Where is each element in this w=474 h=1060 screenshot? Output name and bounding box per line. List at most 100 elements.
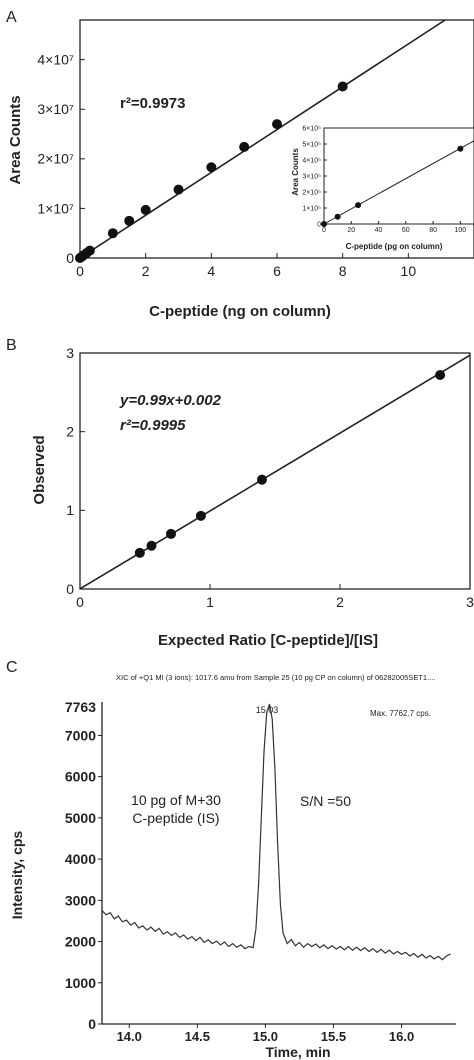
inset-y-ticks: 0 1×10⁵ 2×10⁵ 3×10⁵ 4×10⁵ 5×10⁵ 6×10⁵	[302, 125, 327, 228]
intensity-trace	[101, 703, 451, 961]
panel-a-fit-line	[79, 19, 446, 259]
y-tick-label: 2×10⁵	[302, 189, 321, 196]
y-tick-label: 2000	[65, 934, 96, 950]
y-tick-label: 4×10⁵	[302, 157, 321, 164]
x-tick-label: 3	[466, 594, 474, 610]
panel-b-y-label: Observed	[31, 435, 48, 504]
y-tick-label: 6000	[65, 769, 96, 785]
y-tick-label: 4000	[65, 851, 96, 867]
data-point	[321, 221, 327, 227]
data-point	[257, 474, 267, 485]
panel-b-plot-frame	[79, 352, 471, 590]
data-point	[173, 184, 184, 195]
y-tick-label: 2	[66, 424, 74, 440]
x-tick-label: 0	[76, 594, 84, 610]
data-point	[457, 145, 464, 152]
inset-x-ticks: 0 20 40 60 80 100	[322, 221, 466, 234]
panel-a-annotation: r²=0.9973	[120, 95, 185, 112]
x-tick-label: 15.0	[253, 1029, 278, 1044]
y-tick-label: 1×10⁷	[37, 200, 74, 216]
fit-line	[323, 140, 474, 225]
panel-c-top-value: 7763	[65, 699, 96, 715]
y-tick-label: 3×10⁷	[37, 101, 74, 117]
x-tick-label: 0	[76, 263, 84, 279]
x-tick-label: 8	[339, 263, 347, 279]
panel-b: B 0 1 2 3 0 1 2 3 y=0.99x+0.002 r²=0.9995 Expe…	[6, 337, 474, 649]
panel-a-points	[75, 81, 348, 263]
y-tick-label: 1×10⁵	[302, 205, 321, 212]
y-tick-label: 2×10⁷	[37, 151, 74, 167]
data-point	[195, 510, 206, 521]
x-tick-label: 80	[429, 227, 437, 234]
inset-plot-frame	[323, 127, 474, 225]
panel-c-peak-label: 15.03	[256, 705, 279, 715]
inset-fit-line	[323, 140, 474, 225]
x-tick-label: 14.5	[185, 1029, 210, 1044]
y-tick-label: 5000	[65, 810, 96, 826]
panel-b-r2: r²=0.9995	[120, 417, 186, 434]
panel-c-note-line2: C-peptide (IS)	[132, 810, 219, 826]
y-tick-label: 4×10⁷	[37, 52, 74, 68]
data-point	[355, 202, 362, 209]
panel-c-header: XIC of +Q1 MI (3 ions): 1017.6 amu from …	[116, 673, 435, 682]
x-tick-label: 20	[347, 227, 355, 234]
x-tick-label: 100	[455, 227, 467, 234]
y-tick-label: 3×10⁵	[302, 173, 321, 180]
y-tick-label: 7000	[65, 727, 96, 743]
panel-c-max-label: Max. 7762.7 cps.	[370, 709, 431, 718]
inset-y-label: Area Counts	[291, 148, 300, 196]
panel-a-inset: 0 1×10⁵ 2×10⁵ 3×10⁵ 4×10⁵ 5×10⁵ 6×10⁵ 0 20 40 60 8…	[291, 125, 474, 251]
panel-b-equation: y=0.99x+0.002	[119, 392, 222, 409]
x-tick-label: 60	[402, 227, 410, 234]
fit-line	[79, 354, 471, 590]
x-tick-label: 1	[206, 594, 214, 610]
panel-c-y-ticks: 0 1000 2000 3000 4000 5000 6000 7000	[65, 727, 102, 1032]
y-tick-label: 0	[66, 250, 74, 266]
panel-a-y-label: Area Counts	[7, 95, 24, 184]
x-tick-label: 0	[322, 227, 326, 234]
panel-c-y-label: Intensity, cps	[9, 831, 25, 920]
inset-x-label: C-peptide (pg on column)	[346, 242, 443, 251]
panel-c-x-ticks: 14.0 14.5 15.0 15.5 16.0	[117, 1024, 414, 1044]
panel-c: C XIC of +Q1 MI (3 ions): 1017.6 amu fro…	[6, 659, 456, 1060]
panel-c-letter: C	[6, 659, 18, 676]
data-point	[107, 228, 118, 239]
data-point	[337, 81, 348, 92]
panel-c-x-label: Time, min	[265, 1044, 330, 1060]
y-tick-label: 0	[88, 1016, 96, 1032]
x-tick-label: 14.0	[117, 1029, 142, 1044]
panel-b-points	[134, 370, 446, 558]
data-point	[166, 528, 176, 539]
data-point	[124, 215, 135, 226]
x-tick-label: 6	[273, 263, 281, 279]
panel-c-note-line1: 10 pg of M+30	[131, 792, 221, 808]
data-point	[140, 204, 151, 215]
panel-a-x-ticks: 0 2 4 6 8 10	[76, 253, 416, 279]
panel-b-x-ticks: 0 1 2 3	[76, 584, 474, 610]
y-tick-label: 1000	[65, 975, 96, 991]
x-tick-label: 40	[375, 227, 383, 234]
panel-c-sn-label: S/N =50	[300, 793, 351, 809]
inset-points	[321, 145, 464, 227]
data-point	[272, 119, 282, 130]
fit-line	[79, 19, 446, 259]
x-tick-label: 2	[336, 594, 344, 610]
x-tick-label: 2	[142, 263, 150, 279]
panel-a-y-ticks: 0 1×10⁷ 2×10⁷ 3×10⁷ 4×10⁷	[37, 52, 85, 266]
panel-b-y-ticks: 0 1 2 3	[66, 345, 85, 597]
y-tick-label: 3	[66, 345, 74, 361]
data-point	[134, 547, 145, 558]
x-tick-label: 4	[207, 263, 215, 279]
x-tick-label: 16.0	[389, 1029, 414, 1044]
y-tick-label: 5×10⁵	[302, 141, 321, 148]
panel-a-letter: A	[6, 9, 17, 26]
panel-c-trace	[101, 703, 451, 961]
panel-b-x-label: Expected Ratio [C-peptide]/[IS]	[158, 632, 378, 649]
y-tick-label: 1	[66, 502, 74, 518]
y-tick-label: 0	[66, 581, 74, 597]
data-point	[435, 370, 446, 381]
data-point	[334, 213, 341, 220]
data-point	[84, 245, 95, 256]
y-tick-label: 6×10⁵	[302, 125, 321, 132]
